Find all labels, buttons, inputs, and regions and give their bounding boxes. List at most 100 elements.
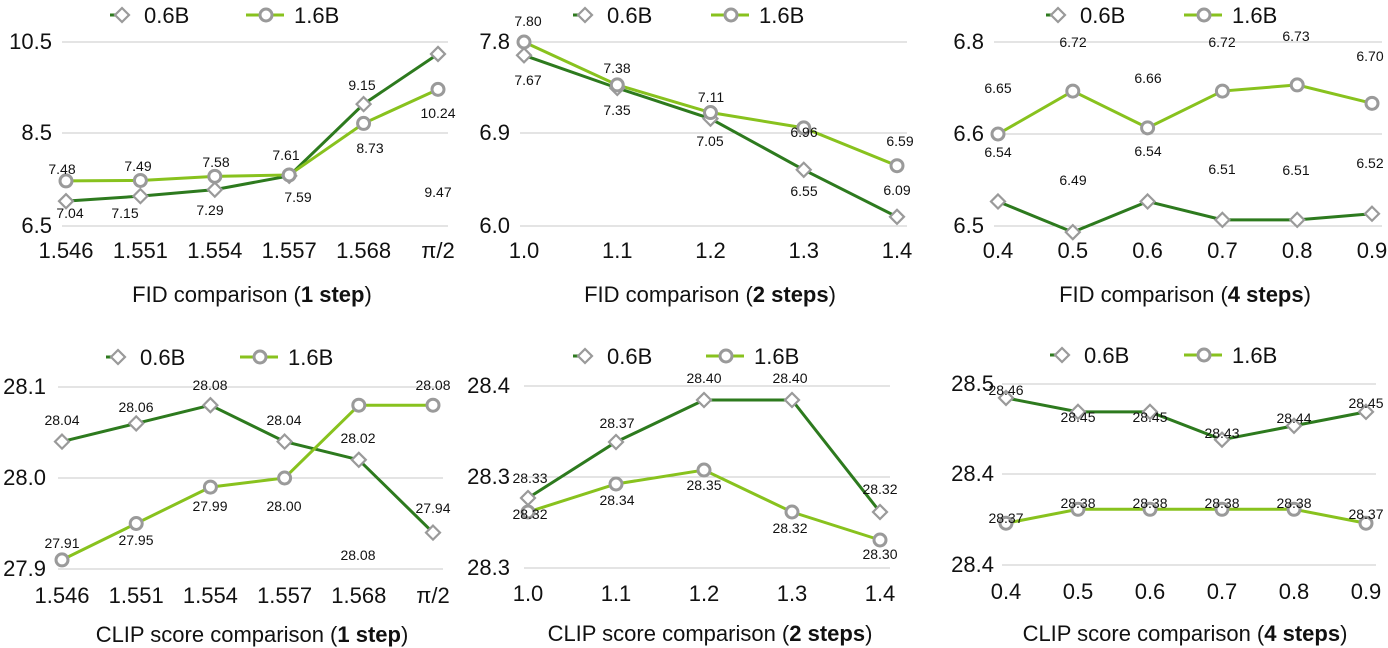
point-0.6B — [607, 433, 625, 451]
data-label-1.6B: 28.30 — [862, 546, 897, 562]
data-label-1.6B: 6.59 — [886, 133, 913, 149]
data-label-0.6B: 28.32 — [862, 481, 897, 497]
x-tick-label: 0.7 — [1207, 579, 1238, 604]
y-tick-label: 6.8 — [953, 29, 984, 54]
x-tick-label: 0.4 — [983, 238, 1014, 263]
data-label-1.6B: 28.32 — [772, 520, 807, 536]
y-tick-label: 7.8 — [479, 29, 510, 54]
y-tick-label: 8.5 — [21, 120, 52, 145]
point-1.6B — [281, 167, 297, 183]
data-label-0.6B: 7.29 — [196, 202, 223, 218]
chart-panel-2: 6.0 6.9 7.8 1.0 1.1 1.2 1.3 1.4 7.67 7.35 7.05 6.55… — [479, 3, 913, 307]
chart-panel-4: 27.9 28.0 28.1 1.546 1.551 1.554 1.557 1.568 π/2… — [3, 345, 451, 647]
series-line-0.6B — [997, 199, 1373, 234]
data-label-0.6B: 6.54 — [984, 144, 1011, 160]
data-label-0.6B: 7.04 — [56, 205, 83, 221]
chart-caption: CLIP score comparison (1 step) — [96, 622, 409, 647]
x-tick-label: 1.546 — [34, 583, 89, 608]
point-0.6B — [795, 161, 813, 179]
chart-panel-5: 28.3 28.3 28.4 1.0 1.1 1.2 1.3 1.4 28.33 28.37 28.… — [467, 344, 898, 646]
y-tick-label: 6.5 — [21, 213, 52, 238]
legend-marker-1.6B — [252, 349, 268, 365]
x-tick-label: 0.4 — [991, 579, 1022, 604]
point-1.6B — [1289, 77, 1305, 93]
data-label-0.6B: 6.51 — [1208, 161, 1235, 177]
data-label-0.6B: 6.54 — [1134, 143, 1161, 159]
data-label-1.6B: 7.11 — [698, 89, 724, 105]
x-tick-label: 1.551 — [113, 238, 168, 263]
x-tick-label: 1.551 — [109, 583, 164, 608]
legend-label: 0.6B — [1080, 3, 1125, 28]
point-0.6B — [355, 95, 373, 113]
x-tick-label: 1.0 — [513, 581, 544, 606]
data-label-0.6B: 7.35 — [603, 102, 630, 118]
point-1.6B — [1358, 515, 1374, 531]
point-0.6B — [989, 192, 1007, 211]
y-tick-label: 10.5 — [9, 29, 52, 54]
series-line-1.6B — [997, 83, 1373, 136]
x-tick-label: 0.7 — [1207, 238, 1238, 263]
chart-caption: FID comparison (1 step) — [132, 282, 372, 307]
x-tick-label: 0.6 — [1132, 238, 1163, 263]
data-label-0.6B: 28.45 — [1060, 409, 1095, 425]
point-1.6B — [54, 552, 70, 568]
chart-caption: FID comparison (4 steps) — [1059, 282, 1311, 307]
legend: 0.6B 1.6B — [573, 344, 799, 369]
x-tick-label: 1.0 — [509, 238, 540, 263]
y-tick-label: 6.0 — [479, 213, 510, 238]
legend: 0.6B 1.6B — [573, 3, 804, 28]
data-label-0.6B: 28.02 — [340, 430, 375, 446]
legend-label: 1.6B — [288, 345, 333, 370]
point-1.6B — [990, 126, 1006, 142]
data-label-1.6B: 28.32 — [512, 506, 547, 522]
data-label-1.6B: 6.73 — [1282, 28, 1309, 44]
point-0.6B — [871, 503, 889, 521]
data-label-0.6B: 7.59 — [284, 189, 311, 205]
x-tick-label: 0.6 — [1135, 579, 1166, 604]
legend-label: 0.6B — [144, 3, 189, 28]
x-tick-label: 0.5 — [1058, 238, 1089, 263]
point-1.6B — [784, 504, 800, 520]
data-label-0.6B: 28.33 — [512, 470, 547, 486]
legend: 0.6B 1.6B — [1046, 3, 1277, 28]
x-tick-label: 1.568 — [331, 583, 386, 608]
data-label-0.6B: 7.15 — [111, 205, 138, 221]
point-1.6B — [696, 462, 712, 478]
y-tick-label: 28.4 — [951, 552, 994, 577]
chart-caption: FID comparison (2 steps) — [584, 282, 836, 307]
point-0.6B — [276, 433, 294, 451]
data-label-1.6B: 28.08 — [415, 377, 450, 393]
point-1.6B — [872, 532, 888, 548]
point-1.6B — [520, 504, 536, 520]
data-label-1.6B: 28.38 — [1060, 495, 1095, 511]
data-label-0.6B: 28.45 — [1132, 409, 1167, 425]
data-label-1.6B: 7.58 — [202, 154, 229, 170]
point-1.6B — [609, 77, 625, 93]
legend: 0.6B 1.6B — [106, 345, 333, 370]
data-label-0.6B: 6.51 — [1282, 162, 1309, 178]
legend-label: 0.6B — [1084, 343, 1129, 368]
y-tick-label: 28.0 — [3, 465, 46, 490]
point-0.6B — [429, 45, 447, 63]
y-tick-label: 28.3 — [467, 464, 510, 489]
legend-label: 1.6B — [294, 3, 339, 28]
y-tick-label: 6.5 — [953, 213, 984, 238]
data-label-0.6B: 28.44 — [1276, 410, 1311, 426]
data-label-1.6B: 28.00 — [266, 498, 301, 514]
data-label-0.6B: 28.45 — [1348, 395, 1383, 411]
x-tick-label: 1.1 — [601, 581, 632, 606]
point-0.6B — [888, 208, 906, 226]
point-0.6B — [127, 414, 145, 432]
legend-marker-0.6B — [113, 6, 131, 24]
y-tick-label: 28.3 — [467, 555, 510, 580]
chart-panel-3: 6.5 6.6 6.8 0.4 0.5 0.6 0.7 0.8 0.9 6.54 6.49 6.54 6… — [953, 3, 1387, 307]
y-tick-label: 28.4 — [951, 461, 994, 486]
data-label-1.6B: 28.35 — [686, 477, 721, 493]
legend-label: 0.6B — [140, 345, 185, 370]
point-0.6B — [1363, 205, 1381, 223]
legend-marker-0.6B — [109, 348, 127, 366]
legend-marker-1.6B — [258, 7, 274, 23]
point-1.6B — [1070, 501, 1086, 517]
series-line-1.6B — [65, 88, 439, 183]
data-label-1.6B: 7.49 — [124, 158, 151, 174]
